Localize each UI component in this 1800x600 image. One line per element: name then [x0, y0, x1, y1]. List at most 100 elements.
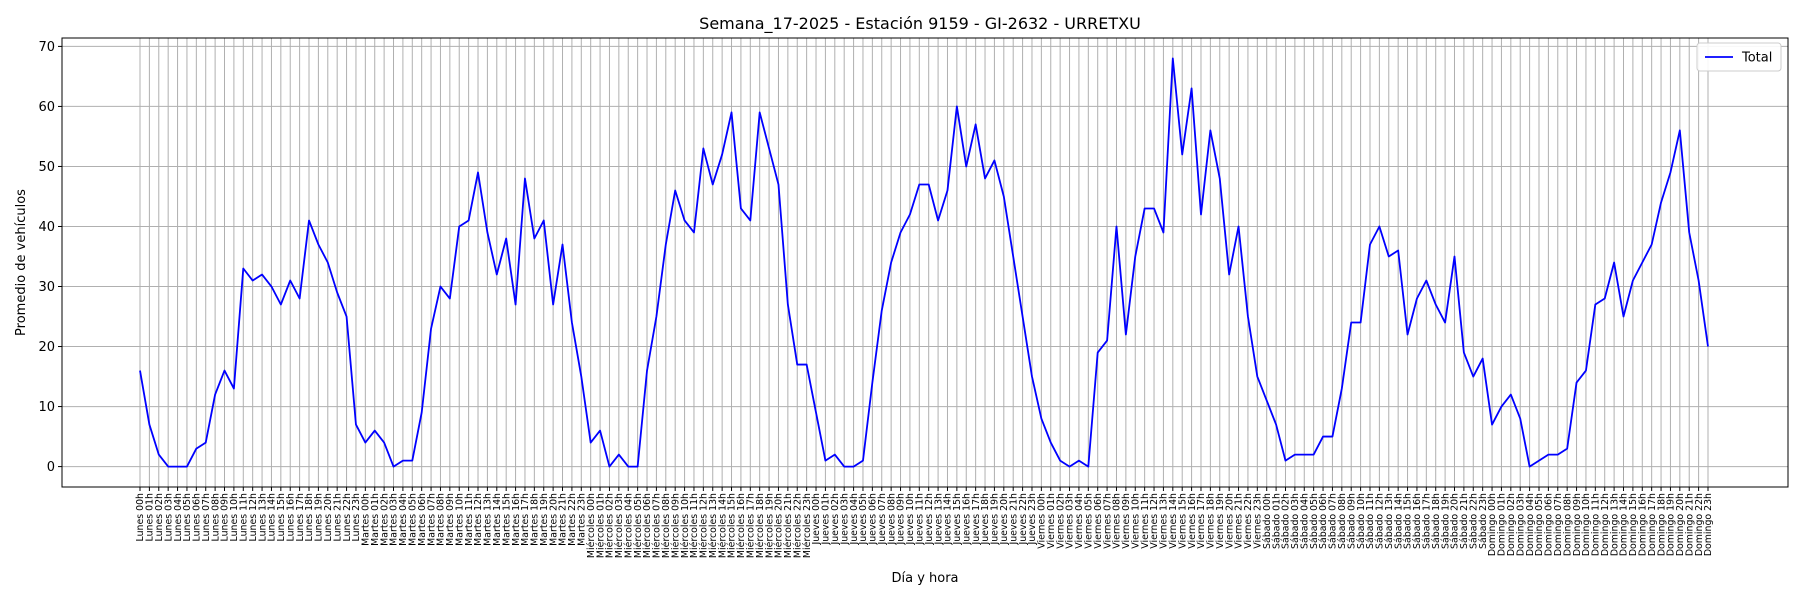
chart-title: Semana_17-2025 - Estación 9159 - GI-2632…: [699, 14, 1141, 34]
x-tick-label: Jueves 00h: [811, 493, 822, 546]
x-tick-label: Lunes 07h: [201, 493, 212, 542]
y-axis-label: Promedio de vehículos: [14, 189, 29, 336]
x-tick-label: Sábado 06h: [1318, 493, 1329, 549]
x-tick-label: Miércoles 14h: [717, 493, 728, 558]
x-tick-label: Lunes 08h: [210, 493, 221, 542]
x-tick-label: Viernes 07h: [1102, 493, 1113, 549]
x-tick-label: Miércoles 21h: [783, 493, 794, 558]
x-tick-label: Lunes 18h: [304, 493, 315, 542]
x-tick-label: Martes 08h: [436, 493, 447, 546]
x-tick-label: Sábado 13h: [1384, 493, 1395, 549]
x-tick-label: Sábado 04h: [1299, 493, 1310, 549]
x-tick-label: Miércoles 11h: [689, 493, 700, 558]
x-tick-label: Martes 02h: [379, 493, 390, 546]
x-tick-label: Jueves 23h: [1027, 493, 1038, 546]
x-tick-label: Viernes 10h: [1130, 493, 1141, 549]
x-tick-label: Domingo 17h: [1647, 493, 1658, 556]
x-tick-label: Martes 09h: [445, 493, 456, 546]
x-tick-label: Martes 12h: [473, 493, 484, 546]
x-tick-label: Jueves 21h: [1008, 493, 1019, 546]
x-tick-label: Viernes 18h: [1206, 493, 1217, 549]
x-tick-label: Lunes 06h: [192, 493, 203, 542]
x-tick-label: Jueves 18h: [980, 493, 991, 546]
x-tick-label: Domingo 08h: [1562, 493, 1573, 556]
x-tick-label: Lunes 17h: [295, 493, 306, 542]
x-tick-label: Domingo 16h: [1637, 493, 1648, 556]
x-tick-label: Jueves 11h: [915, 493, 926, 546]
x-tick-label: Domingo 23h: [1703, 493, 1714, 556]
x-tick-label: Viernes 08h: [1112, 493, 1123, 549]
x-tick-label: Domingo 04h: [1525, 493, 1536, 556]
x-tick-label: Martes 06h: [417, 493, 428, 546]
x-tick-label: Martes 16h: [511, 493, 522, 546]
x-tick-label: Miércoles 06h: [642, 493, 653, 558]
x-tick-label: Miércoles 12h: [699, 493, 710, 558]
x-tick-label: Sábado 19h: [1440, 493, 1451, 549]
x-tick-label: Jueves 05h: [858, 493, 869, 546]
x-tick-label: Martes 15h: [501, 493, 512, 546]
x-tick-label: Martes 00h: [361, 493, 372, 546]
x-tick-label: Viernes 20h: [1224, 493, 1235, 549]
x-tick-label: Lunes 16h: [285, 493, 296, 542]
x-tick-label: Miércoles 01h: [595, 493, 606, 558]
x-tick-label: Jueves 19h: [990, 493, 1001, 546]
x-tick-label: Domingo 13h: [1609, 493, 1620, 556]
y-tick-label: 40: [38, 220, 55, 235]
x-tick-label: Viernes 02h: [1055, 493, 1066, 549]
x-tick-label: Viernes 01h: [1046, 493, 1057, 549]
x-tick-label: Lunes 23h: [351, 493, 362, 542]
x-tick-label: Domingo 12h: [1600, 493, 1611, 556]
x-tick-label: Domingo 07h: [1553, 493, 1564, 556]
x-tick-label: Miércoles 08h: [661, 493, 672, 558]
x-tick-label: Martes 18h: [530, 493, 541, 546]
x-tick-label: Viernes 16h: [1187, 493, 1198, 549]
x-tick-label: Jueves 13h: [933, 493, 944, 546]
x-tick-label: Miércoles 16h: [736, 493, 747, 558]
x-tick-label: Sábado 20h: [1450, 493, 1461, 549]
x-tick-label: Lunes 21h: [332, 493, 343, 542]
x-tick-label: Lunes 20h: [323, 493, 334, 542]
x-tick-label: Lunes 01h: [145, 493, 156, 542]
x-tick-label: Lunes 11h: [238, 493, 249, 542]
x-tick-label: Miércoles 09h: [670, 493, 681, 558]
x-tick-label: Lunes 09h: [220, 493, 231, 542]
x-tick-label: Sábado 16h: [1412, 493, 1423, 549]
x-tick-label: Martes 05h: [407, 493, 418, 546]
x-tick-label: Miércoles 10h: [680, 493, 691, 558]
x-tick-label: Jueves 15h: [952, 493, 963, 546]
x-tick-label: Martes 23h: [576, 493, 587, 546]
x-tick-label: Jueves 09h: [896, 493, 907, 546]
x-axis-label: Día y hora: [891, 571, 958, 586]
x-tick-label: Martes 13h: [483, 493, 494, 546]
x-tick-label: Sábado 02h: [1281, 493, 1292, 549]
x-tick-label: Miércoles 00h: [586, 493, 597, 558]
x-tick-label: Viernes 11h: [1140, 493, 1151, 549]
x-tick-label: Viernes 05h: [1084, 493, 1095, 549]
x-tick-label: Sábado 10h: [1356, 493, 1367, 549]
x-tick-label: Martes 17h: [520, 493, 531, 546]
x-tick-label: Miércoles 23h: [802, 493, 813, 558]
x-tick-label: Domingo 15h: [1628, 493, 1639, 556]
x-tick-label: Jueves 02h: [830, 493, 841, 546]
x-tick-label: Lunes 05h: [182, 493, 193, 542]
x-tick-label: Viernes 09h: [1121, 493, 1132, 549]
x-tick-label: Lunes 04h: [173, 493, 184, 542]
x-tick-label: Domingo 02h: [1506, 493, 1517, 556]
x-tick-label: Lunes 15h: [276, 493, 287, 542]
x-tick-label: Jueves 14h: [943, 493, 954, 546]
x-tick-label: Sábado 08h: [1337, 493, 1348, 549]
x-tick-label: Miércoles 20h: [774, 493, 785, 558]
x-tick-label: Domingo 01h: [1497, 493, 1508, 556]
x-tick-label: Sábado 05h: [1309, 493, 1320, 549]
x-tick-label: Jueves 06h: [868, 493, 879, 546]
x-tick-label: Jueves 16h: [961, 493, 972, 546]
y-tick-label: 0: [47, 460, 55, 475]
y-tick-label: 10: [38, 400, 55, 415]
x-tick-label: Miércoles 02h: [605, 493, 616, 558]
x-tick-label: Sábado 14h: [1393, 493, 1404, 549]
x-tick-label: Sábado 09h: [1346, 493, 1357, 549]
x-tick-label: Viernes 21h: [1234, 493, 1245, 549]
x-tick-label: Lunes 22h: [342, 493, 353, 542]
x-tick-label: Sábado 12h: [1375, 493, 1386, 549]
x-tick-label: Jueves 04h: [849, 493, 860, 546]
